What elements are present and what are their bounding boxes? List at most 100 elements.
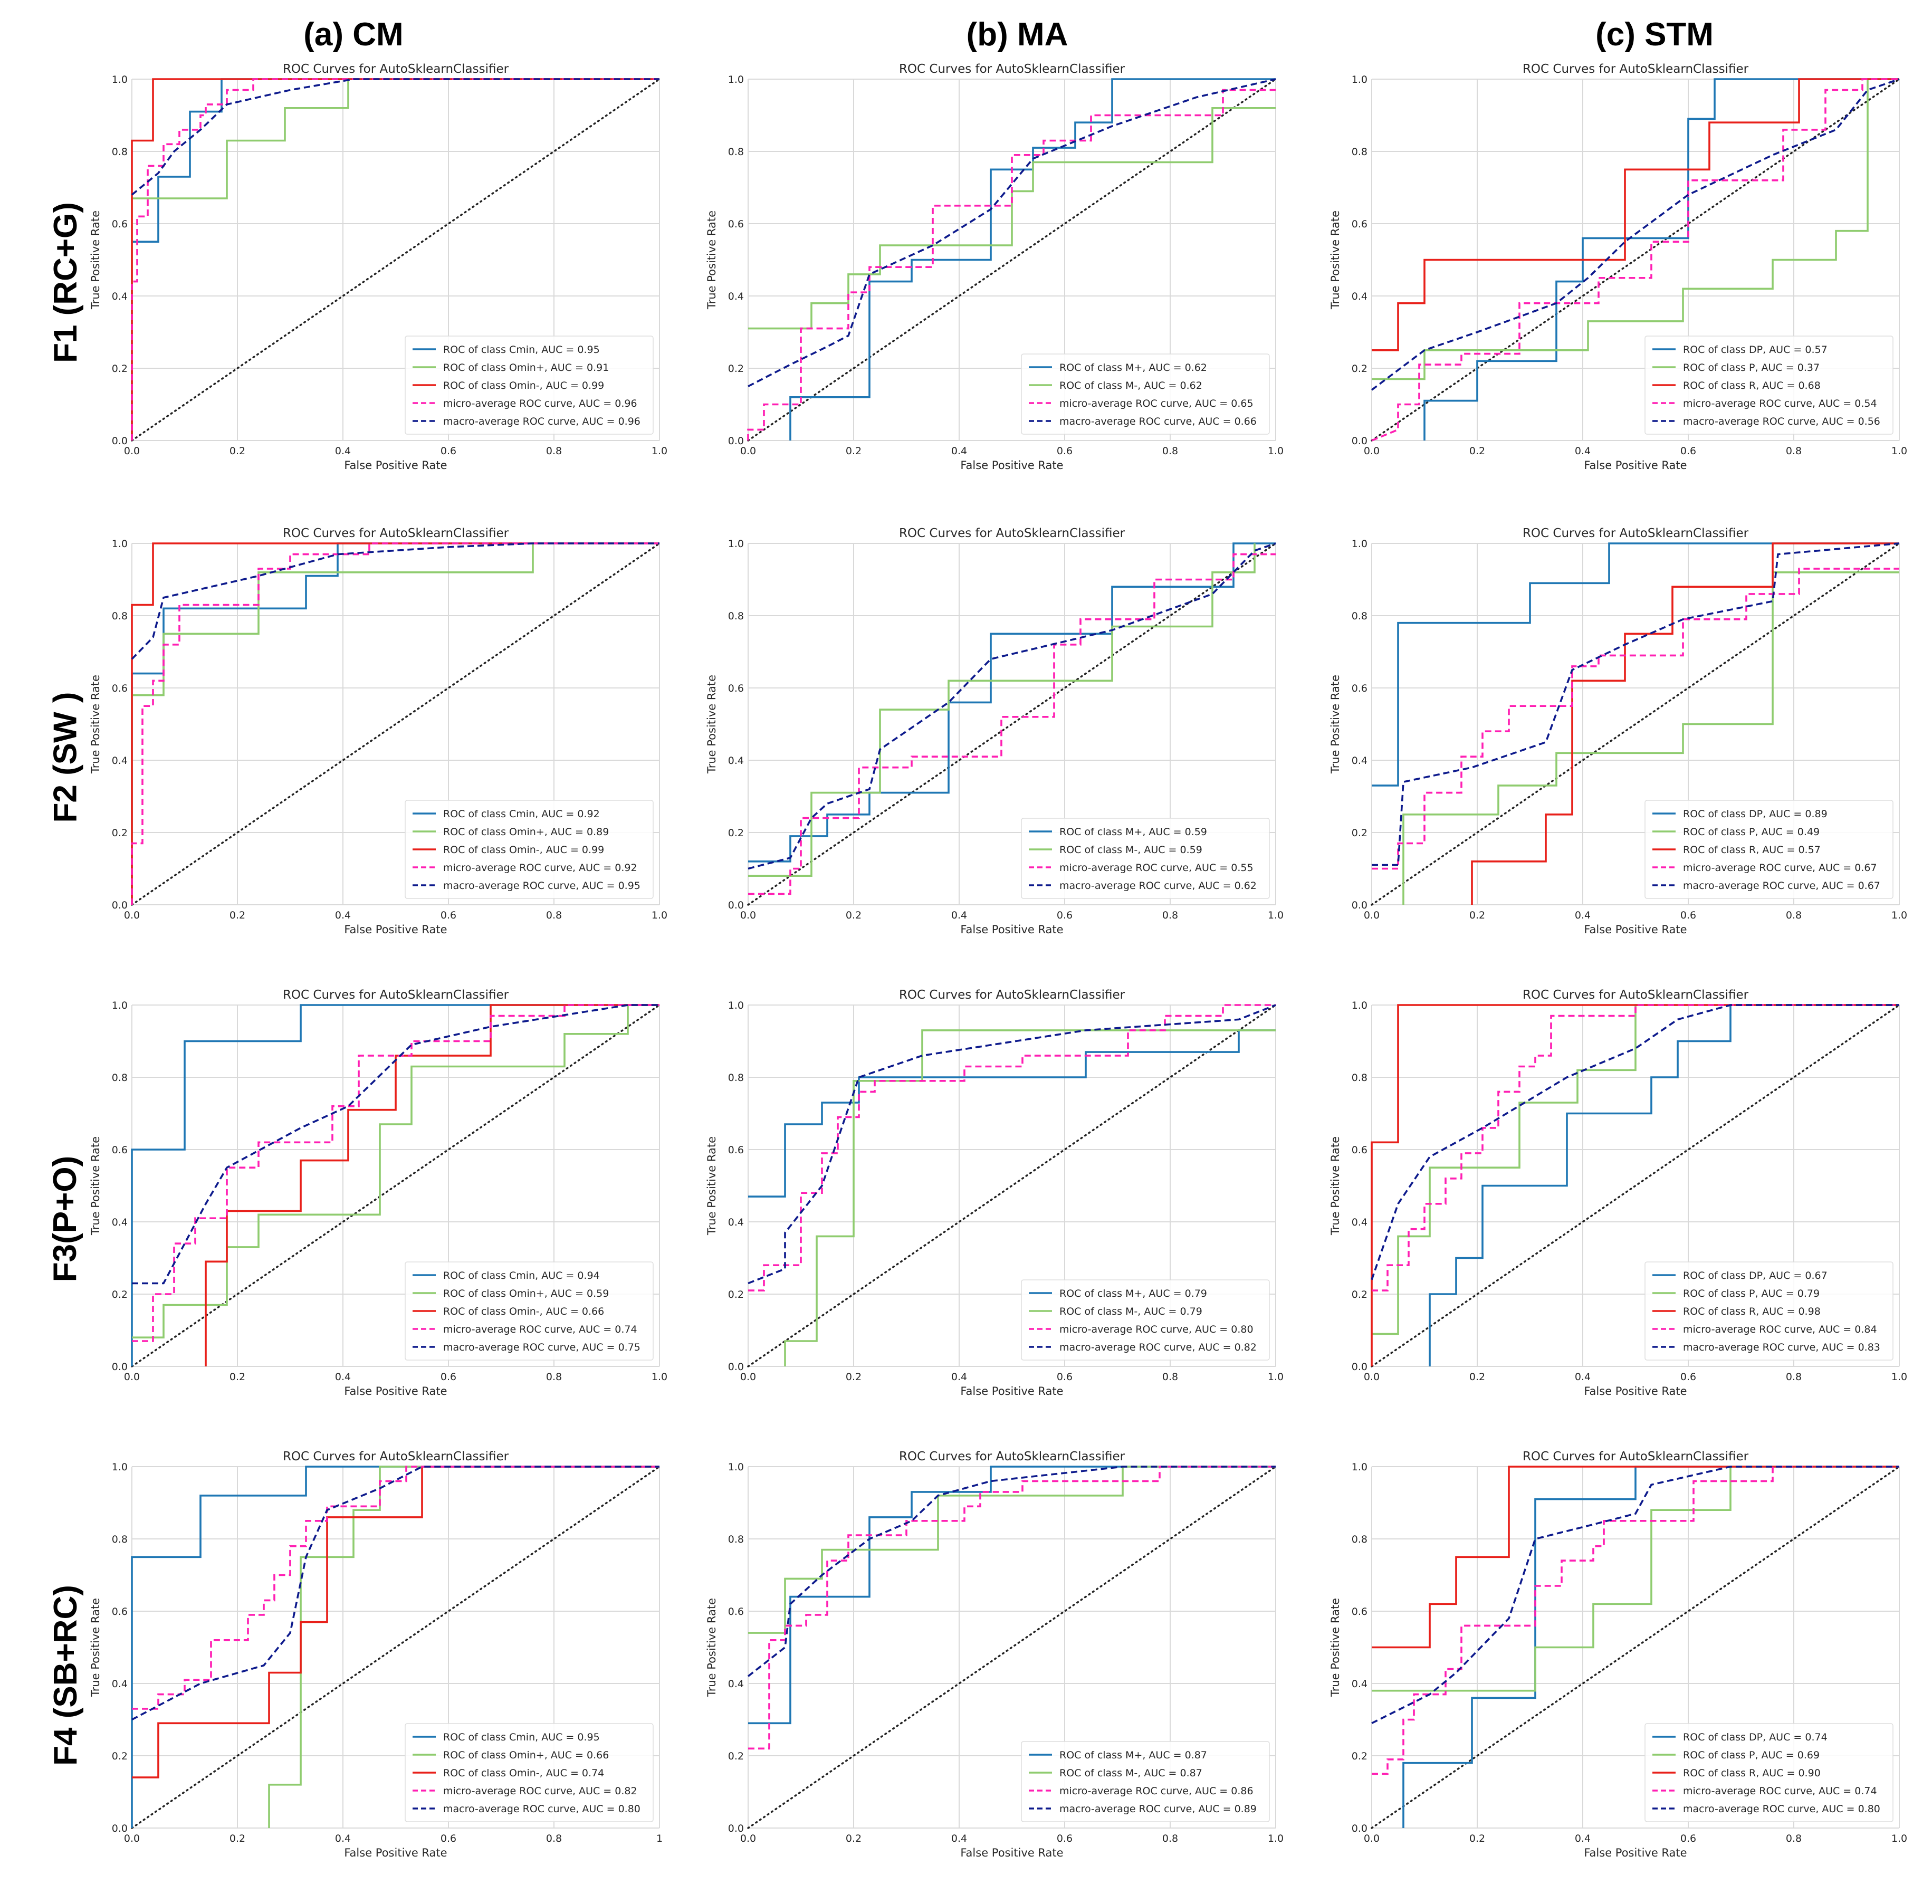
legend-label: ROC of class DP, AUC = 0.67 bbox=[1683, 1270, 1828, 1281]
legend-box bbox=[405, 800, 654, 899]
roc-curve-micro bbox=[132, 1466, 659, 1710]
roc-curve-class3 bbox=[205, 1004, 659, 1366]
y-tick-label: 0.0 bbox=[1352, 1361, 1367, 1373]
row-title-f4-text: F4 (SB+RC) bbox=[47, 1584, 84, 1766]
roc-chart-1-3: ROC Curves for AutoSklearnClassifier 0.0 0… bbox=[1329, 62, 1907, 472]
legend-label: ROC of class M+, AUC = 0.79 bbox=[1059, 1288, 1207, 1299]
x-tick-label: 0.6 bbox=[1680, 910, 1696, 921]
x-tick-label: 0.8 bbox=[546, 1833, 562, 1844]
legend-label: ROC of class Cmin, AUC = 0.95 bbox=[443, 1731, 600, 1743]
chance-diagonal-line bbox=[747, 1004, 1277, 1367]
y-tick-label: 1.0 bbox=[1352, 1461, 1367, 1473]
chart-title: ROC Curves for AutoSklearnClassifier bbox=[283, 1450, 509, 1463]
x-axis-label: False Positive Rate bbox=[344, 1846, 447, 1859]
y-axis-label: True Positive Rate bbox=[1329, 211, 1342, 310]
y-tick-label: 0.2 bbox=[728, 363, 744, 375]
legend-label: ROC of class R, AUC = 0.98 bbox=[1683, 1306, 1821, 1317]
roc-curve-micro bbox=[748, 553, 1276, 895]
x-tick-label: 0.4 bbox=[1575, 910, 1591, 921]
legend-box bbox=[1644, 800, 1893, 899]
y-tick-label: 0.6 bbox=[1352, 1144, 1367, 1156]
legend-box bbox=[1644, 1261, 1893, 1361]
y-tick-label: 1.0 bbox=[112, 74, 128, 85]
x-tick-label: 0.2 bbox=[846, 910, 862, 921]
legend-label: macro-average ROC curve, AUC = 0.56 bbox=[1683, 416, 1880, 427]
x-tick-label: 0.4 bbox=[1575, 1833, 1591, 1844]
legend-label: macro-average ROC curve, AUC = 0.80 bbox=[443, 1803, 640, 1815]
x-tick-label: 0.2 bbox=[229, 1833, 245, 1844]
chance-diagonal-line bbox=[1371, 542, 1900, 906]
y-tick-label: 0.8 bbox=[1352, 146, 1367, 158]
y-tick-label: 1.0 bbox=[728, 538, 744, 550]
x-tick-label: 0.4 bbox=[951, 445, 967, 457]
y-tick-label: 0.4 bbox=[728, 1217, 744, 1228]
x-tick-label: 0.4 bbox=[335, 1833, 351, 1844]
x-tick-label: 1.0 bbox=[1268, 1833, 1284, 1844]
roc-curve-class2 bbox=[131, 542, 659, 905]
legend-label: ROC of class M-, AUC = 0.59 bbox=[1059, 844, 1202, 856]
legend-label: macro-average ROC curve, AUC = 0.89 bbox=[1059, 1803, 1257, 1815]
chart-title: ROC Curves for AutoSklearnClassifier bbox=[899, 988, 1125, 1002]
legend-label: ROC of class P, AUC = 0.69 bbox=[1683, 1749, 1820, 1761]
legend-label: ROC of class DP, AUC = 0.89 bbox=[1683, 808, 1828, 820]
y-tick-label: 0.8 bbox=[112, 1072, 128, 1084]
x-tick-label: 0.4 bbox=[1575, 1371, 1591, 1383]
y-tick-label: 0.4 bbox=[112, 291, 128, 302]
roc-curve-class1 bbox=[1402, 1466, 1899, 1828]
x-tick-label: 0.0 bbox=[124, 910, 140, 921]
legend-label: micro-average ROC curve, AUC = 0.92 bbox=[443, 862, 637, 874]
y-tick-label: 0.4 bbox=[1352, 755, 1367, 767]
legend-label: ROC of class Omin-, AUC = 0.74 bbox=[443, 1767, 604, 1779]
roc-curve-class1 bbox=[131, 78, 659, 441]
y-tick-label: 0.0 bbox=[112, 900, 128, 911]
y-tick-label: 0.8 bbox=[1352, 610, 1367, 622]
y-tick-label: 0.8 bbox=[728, 610, 744, 622]
x-tick-label: 0.0 bbox=[1364, 445, 1380, 457]
y-tick-label: 0.4 bbox=[112, 1678, 128, 1690]
x-tick-label: 0.0 bbox=[124, 445, 140, 457]
x-tick-label: 1.0 bbox=[652, 1371, 667, 1383]
legend-label: ROC of class Cmin, AUC = 0.95 bbox=[443, 344, 600, 356]
x-tick-label: 0.0 bbox=[1364, 1833, 1380, 1844]
legend-label: ROC of class P, AUC = 0.37 bbox=[1683, 362, 1820, 374]
chance-diagonal-line bbox=[1371, 1466, 1900, 1829]
x-axis-label: False Positive Rate bbox=[960, 459, 1063, 472]
x-tick-label: 1.0 bbox=[652, 445, 667, 457]
y-tick-label: 0.0 bbox=[112, 435, 128, 447]
row-title-f3-text: F3(P+O) bbox=[47, 1155, 84, 1282]
roc-curve-class2 bbox=[1372, 1466, 1899, 1692]
roc-curve-micro bbox=[1372, 1004, 1899, 1291]
x-tick-label: 0.8 bbox=[1786, 910, 1802, 921]
legend-label: ROC of class R, AUC = 0.90 bbox=[1683, 1767, 1821, 1779]
y-tick-label: 1.0 bbox=[1352, 1000, 1367, 1011]
roc-curve-class2 bbox=[748, 107, 1276, 330]
x-tick-label: 0.0 bbox=[740, 1833, 756, 1844]
y-tick-label: 0.2 bbox=[1352, 1289, 1367, 1300]
x-tick-label: 1.0 bbox=[1891, 910, 1907, 921]
chance-diagonal-line bbox=[747, 1466, 1277, 1829]
x-tick-label: 0.8 bbox=[1786, 1833, 1802, 1844]
chance-diagonal-line bbox=[131, 542, 661, 906]
row-title-f1-text: F1 (RC+G) bbox=[47, 202, 84, 363]
roc-curve-class2 bbox=[748, 543, 1256, 877]
x-tick-label: 0.6 bbox=[441, 1371, 456, 1383]
y-tick-label: 0.8 bbox=[1352, 1534, 1367, 1545]
x-tick-label: 1.0 bbox=[1891, 1833, 1907, 1844]
y-tick-label: 0.0 bbox=[728, 1823, 744, 1834]
legend-label: macro-average ROC curve, AUC = 0.75 bbox=[443, 1342, 640, 1353]
legend-label: ROC of class M-, AUC = 0.62 bbox=[1059, 380, 1202, 391]
y-tick-label: 1.0 bbox=[728, 1461, 744, 1473]
x-tick-label: 0.0 bbox=[124, 1371, 140, 1383]
legend-label: micro-average ROC curve, AUC = 0.54 bbox=[1683, 398, 1877, 409]
chart-title: ROC Curves for AutoSklearnClassifier bbox=[1523, 62, 1749, 76]
y-tick-label: 0.8 bbox=[112, 1534, 128, 1545]
y-tick-label: 0.0 bbox=[728, 1361, 744, 1373]
x-tick-label: 0.8 bbox=[546, 445, 562, 457]
x-tick-label: 0.4 bbox=[951, 1371, 967, 1383]
legend-label: ROC of class Omin-, AUC = 0.66 bbox=[443, 1306, 604, 1317]
y-tick-label: 0.8 bbox=[728, 146, 744, 158]
legend-label: ROC of class M+, AUC = 0.59 bbox=[1059, 826, 1207, 838]
